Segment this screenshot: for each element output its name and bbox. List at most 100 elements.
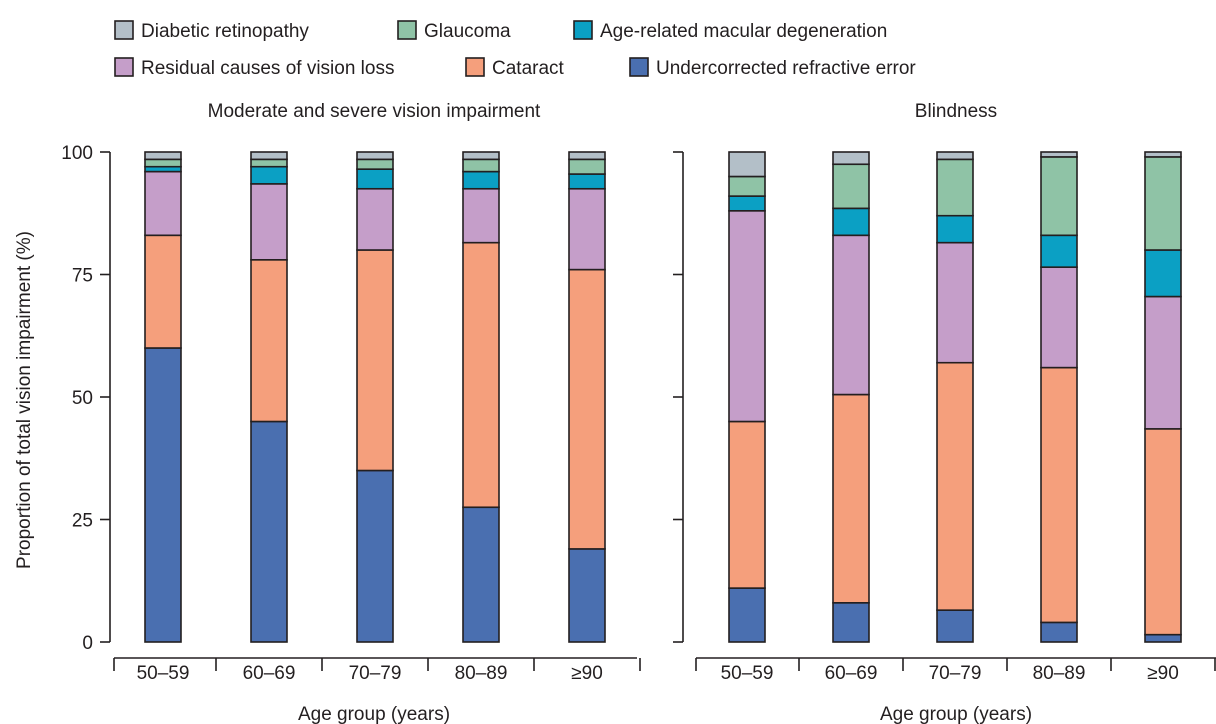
bar-segment-amd [568, 173, 606, 190]
legend-swatch-amd [573, 20, 593, 40]
bar-segment-dr [250, 151, 288, 161]
y-tick-label: 25 [72, 511, 93, 532]
y-tick-label: 0 [82, 633, 93, 654]
panel-blindness: Blindness Age group (years) 50–59 60–69 70… [673, 101, 1216, 724]
x-tick-label: 50–59 [137, 663, 190, 684]
bar-segment-cat [568, 268, 606, 550]
bar-segment-res [462, 187, 500, 244]
panel-title: Moderate and severe vision impairment [208, 101, 541, 122]
bar-segment-ure [832, 601, 870, 643]
legend: Diabetic retinopathy Glaucoma Age-related … [114, 20, 916, 79]
bar-segment-gl [250, 158, 288, 168]
bar-segment-gl [144, 158, 182, 168]
legend-item-ure: Undercorrected refractive error [629, 57, 916, 79]
y-axis-label: Proportion of total vision impairment (%… [14, 231, 35, 569]
bar-segment-gl [462, 158, 500, 173]
x-tick-label: 70–79 [929, 663, 982, 684]
legend-swatch-gl [397, 20, 417, 40]
bar-segment-amd [250, 165, 288, 185]
legend-swatch-res [114, 57, 134, 77]
bar-segment-cat [936, 361, 974, 611]
legend-item-gl: Glaucoma [397, 20, 511, 42]
legend-label: Undercorrected refractive error [656, 58, 916, 79]
bar-segment-cat [462, 241, 500, 509]
bar-segment-res [1144, 295, 1182, 430]
bar-segment-amd [936, 214, 974, 244]
bar-segment-amd [356, 168, 394, 190]
bar-segment-cat [144, 234, 182, 349]
bar-segment-amd [832, 207, 870, 237]
y-tick-label: 50 [72, 388, 93, 409]
legend-item-amd: Age-related macular degeneration [573, 20, 887, 42]
bar-segment-res [728, 210, 766, 423]
legend-swatch-dr [114, 20, 134, 40]
bar-segment-gl [832, 163, 870, 210]
legend-item-dr: Diabetic retinopathy [114, 20, 309, 42]
panel-title: Blindness [915, 101, 997, 122]
bar-segment-ure [568, 548, 606, 643]
bar-segment-dr [568, 151, 606, 161]
panel-moderate-severe: Moderate and severe vision impairment Ag… [61, 101, 641, 724]
bar-segment-gl [1040, 156, 1078, 237]
bar-segment-cat [832, 393, 870, 604]
bar-segment-ure [356, 469, 394, 643]
bar-segment-res [1040, 266, 1078, 369]
legend-item-res: Residual causes of vision loss [114, 57, 394, 79]
bar-segment-res [936, 241, 974, 364]
bar-segment-dr [1040, 151, 1078, 158]
bar-segment-amd [1040, 234, 1078, 268]
bar-segment-dr [728, 151, 766, 178]
legend-item-cat: Cataract [465, 57, 565, 79]
y-tick-label: 100 [61, 143, 93, 164]
legend-label: Glaucoma [424, 21, 511, 42]
bar-segment-gl [1144, 156, 1182, 251]
x-tick-label: 60–69 [825, 663, 878, 684]
y-tick-label: 75 [72, 266, 93, 287]
legend-label: Age-related macular degeneration [600, 21, 887, 42]
bar-segment-amd [728, 195, 766, 212]
bar-segment-res [832, 234, 870, 396]
bar-segment-ure [728, 587, 766, 643]
bar-segment-res [250, 183, 288, 261]
legend-label: Diabetic retinopathy [141, 21, 309, 42]
bar-segment-ure [1144, 633, 1182, 643]
x-tick-label: 80–89 [455, 663, 508, 684]
legend-label: Residual causes of vision loss [141, 58, 394, 79]
x-tick-label: 80–89 [1033, 663, 1086, 684]
x-tick-label: ≥90 [571, 663, 603, 684]
bar-segment-ure [250, 420, 288, 643]
bar-segment-dr [832, 151, 870, 166]
bar-segment-ure [462, 506, 500, 643]
legend-swatch-cat [465, 57, 485, 77]
bar-segment-res [568, 187, 606, 271]
x-axis-label: Age group (years) [298, 704, 450, 724]
bar-segment-amd [1144, 249, 1182, 298]
bar-segment-amd [462, 170, 500, 190]
bar-segment-gl [356, 158, 394, 170]
bar-segment-gl [568, 158, 606, 175]
bar-segment-cat [1040, 366, 1078, 624]
bar-segment-gl [936, 158, 974, 217]
bar-segment-dr [462, 151, 500, 161]
bar-segment-dr [356, 151, 394, 161]
bar-segment-cat [250, 258, 288, 423]
x-tick-label: 60–69 [243, 663, 296, 684]
bar-segment-cat [356, 249, 394, 472]
bar-segment-gl [728, 175, 766, 197]
bar-segment-res [356, 187, 394, 251]
bar-segment-dr [936, 151, 974, 161]
legend-swatch-ure [629, 57, 649, 77]
x-tick-label: ≥90 [1147, 663, 1179, 684]
bar-segment-ure [144, 347, 182, 643]
bar-segment-dr [144, 151, 182, 161]
bar-segment-dr [1144, 151, 1182, 158]
x-axis-label: Age group (years) [880, 704, 1032, 724]
bar-segment-cat [1144, 428, 1182, 636]
legend-label: Cataract [492, 58, 565, 79]
x-tick-label: 70–79 [349, 663, 402, 684]
bar-segment-ure [936, 609, 974, 643]
x-tick-label: 50–59 [721, 663, 774, 684]
bar-segment-cat [728, 420, 766, 589]
bar-segment-res [144, 170, 182, 237]
